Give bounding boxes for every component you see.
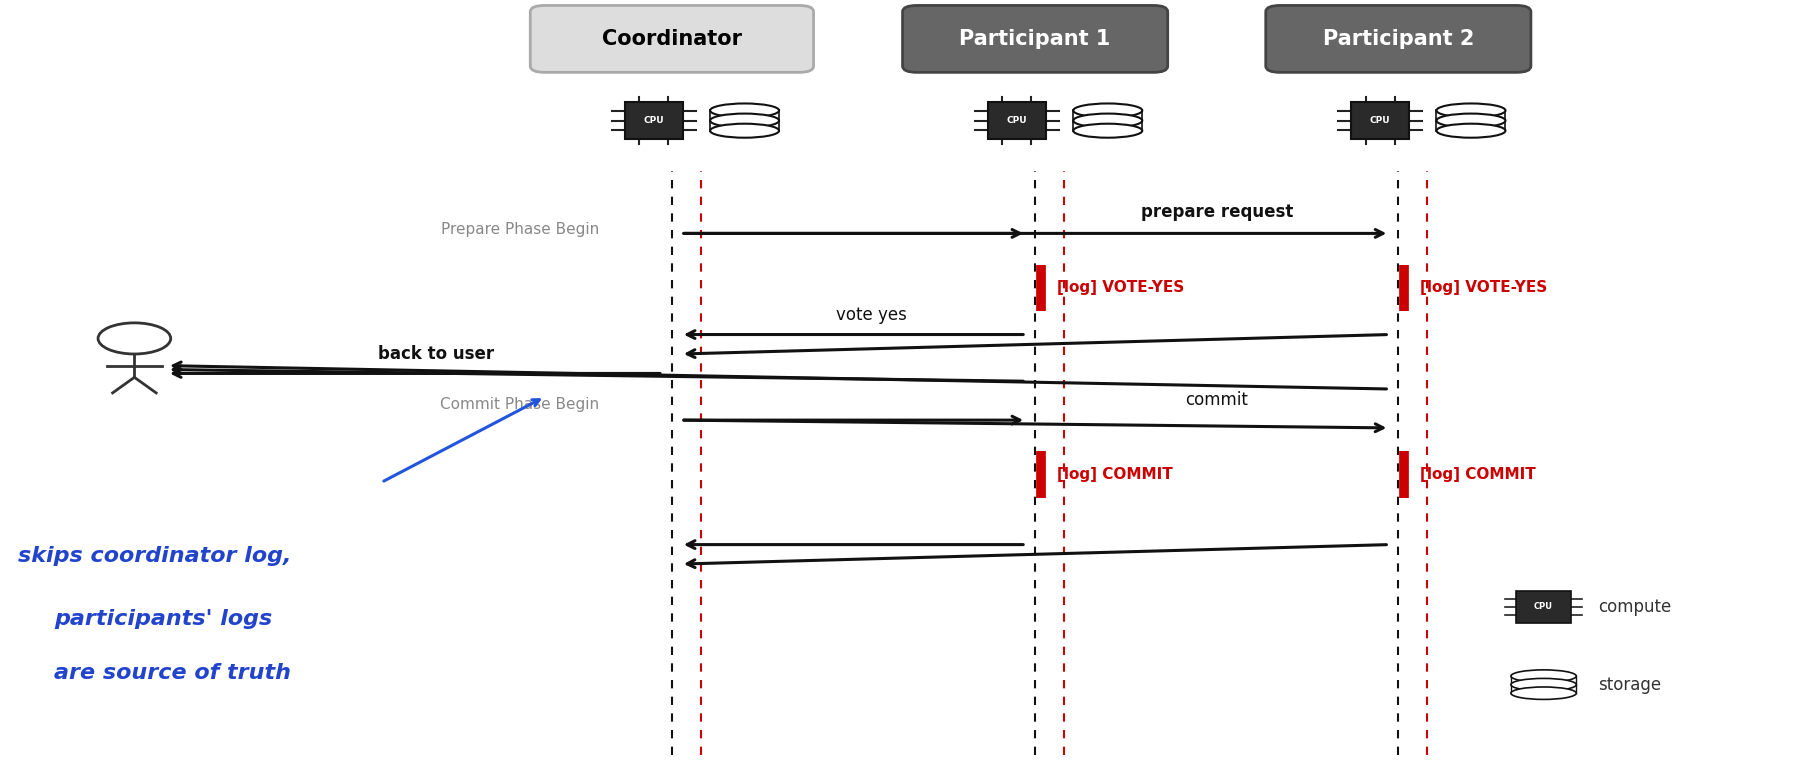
- Text: CPU: CPU: [1006, 116, 1028, 125]
- FancyBboxPatch shape: [903, 5, 1168, 72]
- Text: commit: commit: [1186, 391, 1248, 409]
- Text: storage: storage: [1598, 675, 1662, 694]
- Text: are source of truth: are source of truth: [54, 663, 292, 683]
- Ellipse shape: [1511, 687, 1576, 699]
- Ellipse shape: [1511, 670, 1576, 682]
- Text: [log] COMMIT: [log] COMMIT: [1420, 467, 1536, 482]
- Ellipse shape: [1511, 678, 1576, 691]
- Ellipse shape: [1073, 114, 1142, 128]
- Text: Participant 1: Participant 1: [959, 29, 1111, 49]
- FancyBboxPatch shape: [1266, 5, 1531, 72]
- Text: [log] VOTE-YES: [log] VOTE-YES: [1057, 280, 1184, 296]
- Ellipse shape: [710, 114, 779, 128]
- Text: [log] COMMIT: [log] COMMIT: [1057, 467, 1173, 482]
- Ellipse shape: [710, 103, 779, 117]
- Text: vote yes: vote yes: [835, 307, 908, 324]
- Text: prepare request: prepare request: [1140, 203, 1293, 221]
- Text: Prepare Phase Begin: Prepare Phase Begin: [441, 222, 599, 237]
- FancyBboxPatch shape: [530, 5, 814, 72]
- Text: Participant 2: Participant 2: [1322, 29, 1475, 49]
- Text: [log] VOTE-YES: [log] VOTE-YES: [1420, 280, 1547, 296]
- Text: compute: compute: [1598, 598, 1671, 616]
- FancyBboxPatch shape: [1351, 103, 1409, 139]
- Text: Commit Phase Begin: Commit Phase Begin: [439, 397, 599, 412]
- Circle shape: [98, 323, 171, 354]
- Ellipse shape: [1436, 124, 1505, 138]
- FancyBboxPatch shape: [988, 103, 1046, 139]
- Text: CPU: CPU: [643, 116, 665, 125]
- FancyBboxPatch shape: [1516, 591, 1571, 623]
- Text: CPU: CPU: [1369, 116, 1391, 125]
- FancyBboxPatch shape: [625, 103, 683, 139]
- Ellipse shape: [1073, 124, 1142, 138]
- Text: participants' logs: participants' logs: [54, 608, 272, 629]
- Ellipse shape: [1073, 103, 1142, 117]
- Text: Coordinator: Coordinator: [601, 29, 743, 49]
- Text: back to user: back to user: [378, 345, 494, 363]
- Text: skips coordinator log,: skips coordinator log,: [18, 546, 292, 566]
- Ellipse shape: [1436, 103, 1505, 117]
- Ellipse shape: [710, 124, 779, 138]
- Ellipse shape: [1436, 114, 1505, 128]
- Text: CPU: CPU: [1535, 602, 1553, 612]
